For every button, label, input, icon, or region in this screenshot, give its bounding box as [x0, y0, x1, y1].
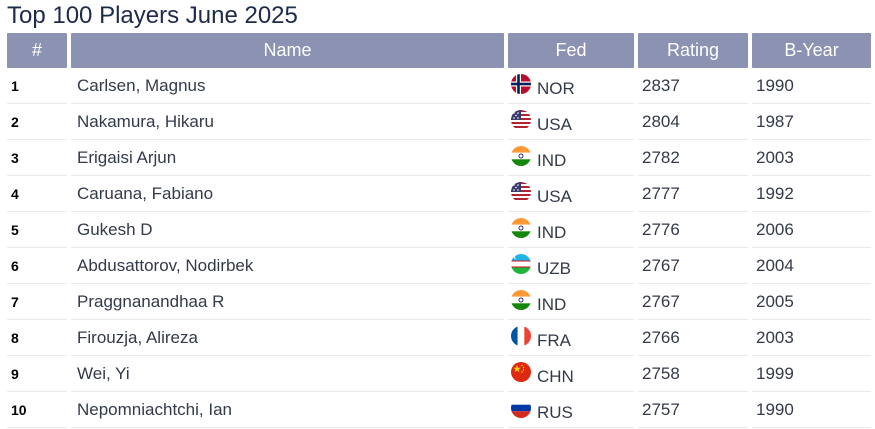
federation-cell: USA [508, 104, 634, 140]
federation-code: IND [537, 294, 567, 314]
rating-cell: 2767 [638, 284, 748, 320]
federation-code: USA [537, 186, 572, 206]
rank-cell: 10 [7, 392, 67, 428]
table-row[interactable]: 10 Nepomniachtchi, Ian RUS 2757 1990 [7, 392, 871, 428]
russia-flag-icon [511, 397, 531, 418]
player-name-link[interactable]: Erigaisi Arjun [71, 140, 504, 176]
rank-cell: 3 [7, 140, 67, 176]
table-row[interactable]: 6 Abdusattorov, Nodirbek UZB 2767 2004 [7, 248, 871, 284]
rating-cell: 2758 [638, 356, 748, 392]
header-fed[interactable]: Fed [508, 33, 634, 68]
rating-cell: 2757 [638, 392, 748, 428]
birth-year-cell: 2003 [752, 320, 871, 356]
china-flag-icon [511, 361, 531, 382]
federation-code: RUS [537, 402, 573, 422]
rating-cell: 2766 [638, 320, 748, 356]
federation-code: NOR [537, 78, 575, 98]
federation-cell: FRA [508, 320, 634, 356]
federation-cell: RUS [508, 392, 634, 428]
norway-flag-icon [511, 73, 531, 94]
table-row[interactable]: 5 Gukesh D IND 2776 2006 [7, 212, 871, 248]
rank-cell: 5 [7, 212, 67, 248]
birth-year-cell: 1987 [752, 104, 871, 140]
player-name-link[interactable]: Abdusattorov, Nodirbek [71, 248, 504, 284]
birth-year-cell: 2004 [752, 248, 871, 284]
rating-cell: 2782 [638, 140, 748, 176]
federation-cell: IND [508, 140, 634, 176]
player-name-link[interactable]: Gukesh D [71, 212, 504, 248]
federation-code: USA [537, 114, 572, 134]
birth-year-cell: 1990 [752, 392, 871, 428]
birth-year-cell: 1990 [752, 68, 871, 104]
rank-cell: 7 [7, 284, 67, 320]
federation-code: IND [537, 150, 567, 170]
players-table: # Name Fed Rating B-Year 1 Carlsen, Magnu… [7, 33, 871, 428]
header-name[interactable]: Name [71, 33, 504, 68]
player-name-link[interactable]: Nakamura, Hikaru [71, 104, 504, 140]
rating-cell: 2776 [638, 212, 748, 248]
birth-year-cell: 2006 [752, 212, 871, 248]
rating-cell: 2804 [638, 104, 748, 140]
birth-year-cell: 1992 [752, 176, 871, 212]
player-name-link[interactable]: Wei, Yi [71, 356, 504, 392]
india-flag-icon [511, 289, 531, 310]
federation-cell: CHN [508, 356, 634, 392]
federation-code: UZB [537, 258, 571, 278]
federation-cell: NOR [508, 68, 634, 104]
rank-cell: 9 [7, 356, 67, 392]
birth-year-cell: 2003 [752, 140, 871, 176]
player-name-link[interactable]: Praggnanandhaa R [71, 284, 504, 320]
rating-cell: 2777 [638, 176, 748, 212]
table-row[interactable]: 7 Praggnanandhaa R IND 2767 2005 [7, 284, 871, 320]
table-body: 1 Carlsen, Magnus NOR 2837 1990 2 Nakamura, Hi… [7, 68, 871, 428]
federation-code: IND [537, 222, 567, 242]
player-name-link[interactable]: Carlsen, Magnus [71, 68, 504, 104]
header-rating[interactable]: Rating [638, 33, 748, 68]
header-rank[interactable]: # [7, 33, 67, 68]
table-row[interactable]: 1 Carlsen, Magnus NOR 2837 1990 [7, 68, 871, 104]
table-row[interactable]: 4 Caruana, Fabiano USA 2777 1992 [7, 176, 871, 212]
india-flag-icon [511, 145, 531, 166]
table-row[interactable]: 8 Firouzja, Alireza FRA 2766 2003 [7, 320, 871, 356]
federation-code: CHN [537, 366, 574, 386]
player-name-link[interactable]: Firouzja, Alireza [71, 320, 504, 356]
player-name-link[interactable]: Caruana, Fabiano [71, 176, 504, 212]
france-flag-icon [511, 325, 531, 346]
federation-code: FRA [537, 330, 571, 350]
rank-cell: 1 [7, 68, 67, 104]
table-row[interactable]: 3 Erigaisi Arjun IND 2782 2003 [7, 140, 871, 176]
federation-cell: USA [508, 176, 634, 212]
table-header: # Name Fed Rating B-Year [7, 33, 871, 68]
federation-cell: UZB [508, 248, 634, 284]
federation-cell: IND [508, 284, 634, 320]
rating-cell: 2837 [638, 68, 748, 104]
rank-cell: 6 [7, 248, 67, 284]
birth-year-cell: 1999 [752, 356, 871, 392]
page-title: Top 100 Players June 2025 [7, 2, 298, 29]
usa-flag-icon [511, 181, 531, 202]
table-row[interactable]: 2 Nakamura, Hikaru USA 2804 1987 [7, 104, 871, 140]
india-flag-icon [511, 217, 531, 238]
birth-year-cell: 2005 [752, 284, 871, 320]
header-birth-year[interactable]: B-Year [752, 33, 871, 68]
rank-cell: 2 [7, 104, 67, 140]
rank-cell: 8 [7, 320, 67, 356]
federation-cell: IND [508, 212, 634, 248]
player-name-link[interactable]: Nepomniachtchi, Ian [71, 392, 504, 428]
usa-flag-icon [511, 109, 531, 130]
table-row[interactable]: 9 Wei, Yi CHN 2758 1999 [7, 356, 871, 392]
rating-cell: 2767 [638, 248, 748, 284]
uzbekistan-flag-icon [511, 253, 531, 274]
rank-cell: 4 [7, 176, 67, 212]
